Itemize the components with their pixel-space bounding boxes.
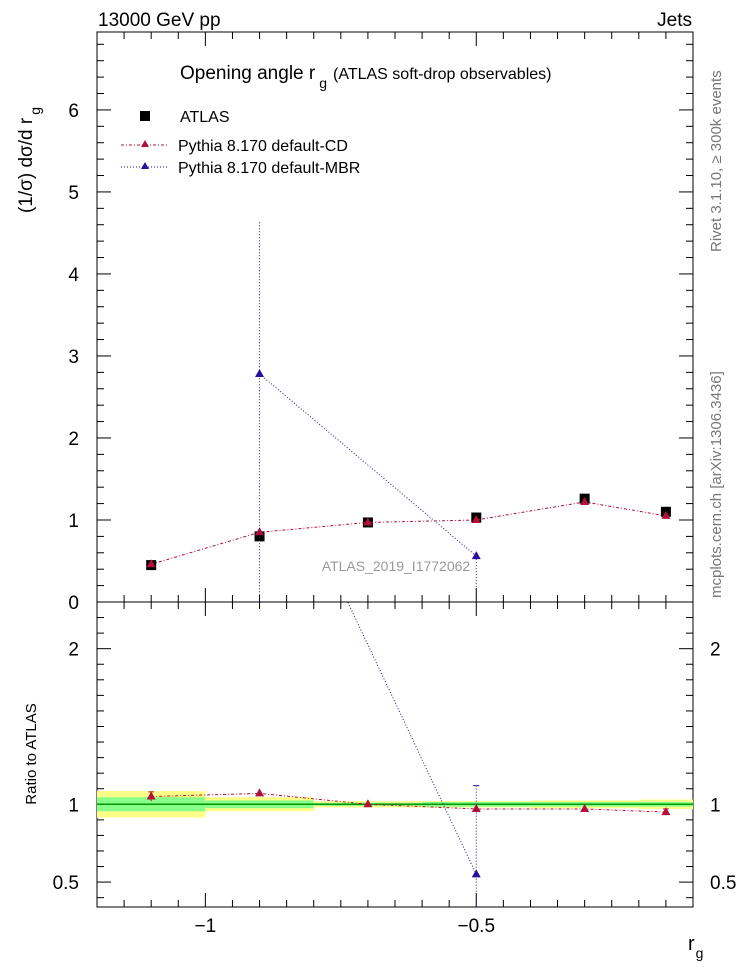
legend: ATLAS Pythia 8.170 default-CD Pythia 8.1… [121, 109, 360, 177]
x-axis-label-main: r [688, 933, 695, 955]
y-axis-label: (1/σ) dσ/d r g [16, 107, 43, 213]
ratio-point-2 [471, 869, 481, 878]
y-tick-label-top: 1 [68, 511, 79, 532]
ratio-bands [97, 791, 693, 818]
y-tick-label-top: 2 [68, 429, 79, 450]
plot-title-main: Opening angle r [180, 63, 316, 84]
x-tick-label: −0.5 [458, 916, 496, 937]
analysis-watermark: ATLAS_2019_I1772062 [322, 558, 471, 574]
mcplots-label: mcplots.cern.ch [arXiv:1306.3436] [708, 371, 725, 598]
atlas-data-point [254, 531, 265, 542]
x-axis-label-sub: g [696, 945, 704, 961]
ratio-line-1 [151, 792, 666, 813]
legend-label-atlas: ATLAS [180, 109, 230, 126]
y-tick-label-top: 6 [68, 101, 79, 122]
series-point-1 [146, 559, 156, 568]
x-axis-label: rg [688, 933, 703, 961]
legend-marker-atlas [140, 111, 150, 121]
legend-label-mbr: Pythia 8.170 default-MBR [178, 160, 360, 177]
y-axis-label-sub: g [27, 107, 43, 115]
series-point-2 [471, 551, 481, 560]
ratio-data-layer [146, 602, 671, 907]
series-line-2 [259, 373, 477, 557]
series-point-1 [580, 496, 590, 505]
rivet-label: Rivet 3.1.10, ≥ 300k events [708, 70, 725, 252]
ratio-point-1 [471, 803, 481, 812]
y-tick-label-top: 5 [68, 183, 79, 204]
header-left: 13000 GeV pp [98, 10, 221, 31]
series-point-1 [471, 514, 481, 523]
header-right: Jets [657, 10, 692, 31]
ratio-plot-frame [96, 601, 694, 908]
y-axis-label-main: (1/σ) dσ/d r [16, 117, 37, 213]
y-tick-label-ratio: 1 [68, 795, 79, 816]
legend-label-cd: Pythia 8.170 default-CD [178, 138, 348, 155]
x-tick-label: −1 [195, 916, 217, 937]
y-tick-label-ratio: 2 [68, 640, 79, 661]
main-data-layer [146, 222, 671, 602]
series-point-1 [363, 517, 373, 526]
ratio-point-1 [146, 791, 156, 800]
plot-title-rest: (ATLAS soft-drop observables) [333, 66, 551, 83]
y-tick-label-ratio-right: 2 [710, 640, 721, 661]
ratio-point-1 [661, 807, 671, 816]
ratio-line-2 [347, 602, 477, 875]
y-tick-label-top: 0 [68, 593, 79, 614]
series-point-2 [255, 369, 265, 377]
axes-layer: −1 −0.5 0 1 2 3 4 5 6 0.5 0.5 1 1 2 2 [53, 32, 736, 937]
plot-title: Opening angle r g (ATLAS soft-drop observa… [180, 63, 551, 91]
ratio-axis-label: Ratio to ATLAS [23, 703, 40, 804]
y-tick-label-top: 3 [68, 347, 79, 368]
series-line-1 [151, 501, 666, 565]
ratio-point-1 [363, 799, 373, 808]
y-tick-label-ratio-right: 1 [710, 795, 721, 816]
series-point-1 [661, 510, 671, 519]
legend-marker-cd [141, 140, 149, 147]
legend-marker-mbr [141, 162, 149, 169]
y-tick-label-ratio: 0.5 [53, 873, 79, 894]
y-tick-label-top: 4 [68, 265, 79, 286]
y-tick-label-ratio-right: 0.5 [710, 873, 736, 894]
ratio-point-1 [255, 788, 265, 797]
ratio-point-1 [580, 803, 590, 812]
plot-title-sub: g [319, 75, 327, 91]
